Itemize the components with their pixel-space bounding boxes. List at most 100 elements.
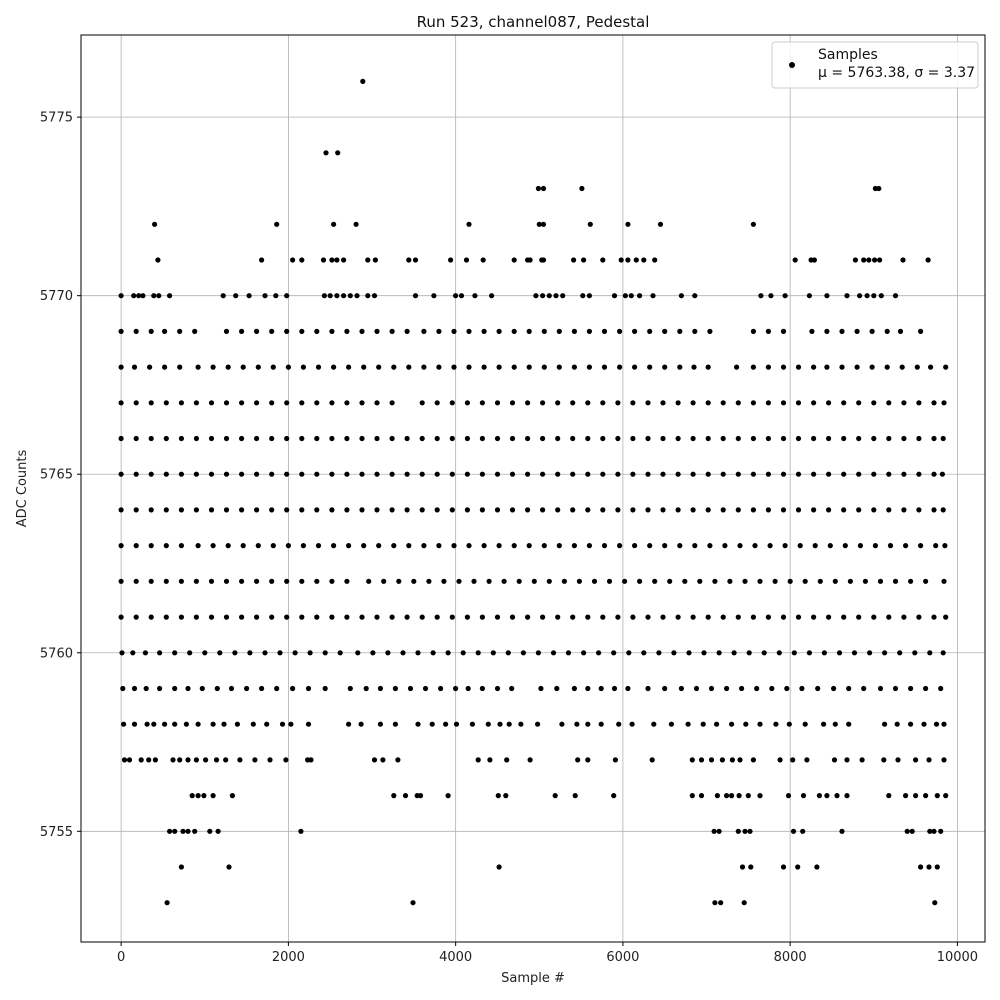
data-point — [630, 435, 636, 442]
data-point — [871, 400, 877, 406]
legend: Samples μ = 5763.38, σ = 3.37 — [771, 41, 979, 89]
data-point — [600, 471, 606, 477]
data-point — [449, 435, 455, 442]
data-point — [705, 471, 711, 477]
data-point — [223, 400, 230, 406]
data-point — [314, 435, 320, 442]
data-point — [180, 828, 186, 834]
data-point — [761, 650, 767, 656]
data-point — [886, 400, 892, 406]
data-point — [916, 507, 922, 513]
data-point — [797, 543, 803, 549]
data-point — [742, 578, 748, 584]
data-point — [419, 400, 425, 406]
data-point — [481, 328, 487, 334]
data-point — [814, 864, 820, 870]
data-point — [735, 435, 741, 442]
data-point — [782, 293, 788, 299]
data-point — [570, 435, 576, 442]
data-point — [630, 471, 636, 477]
data-point — [199, 685, 205, 692]
data-point — [802, 578, 808, 584]
data-point — [651, 721, 657, 727]
data-point — [419, 507, 425, 513]
data-point — [585, 435, 591, 442]
data-point — [617, 364, 623, 370]
data-point — [918, 328, 924, 334]
data-point — [187, 650, 193, 656]
data-point — [705, 400, 711, 406]
data-point — [254, 578, 260, 584]
data-point — [396, 578, 402, 584]
data-point — [692, 543, 698, 549]
data-point — [645, 435, 651, 442]
data-point — [163, 507, 169, 513]
data-point — [277, 650, 283, 656]
data-point — [933, 543, 939, 549]
data-point — [856, 471, 862, 477]
data-point — [527, 757, 533, 763]
data-point — [511, 257, 517, 263]
data-point — [178, 543, 184, 549]
data-point — [916, 471, 922, 477]
data-point — [208, 471, 215, 477]
data-point — [615, 400, 621, 406]
data-point — [881, 757, 887, 763]
data-point — [737, 757, 743, 763]
data-point — [329, 400, 335, 406]
data-point — [337, 650, 343, 656]
data-point — [344, 400, 350, 406]
data-point — [535, 185, 542, 192]
data-point — [628, 293, 634, 299]
data-point — [852, 257, 859, 263]
data-point — [916, 614, 922, 620]
data-point — [765, 471, 772, 477]
data-point — [193, 435, 199, 442]
data-point — [346, 543, 352, 549]
data-point — [152, 221, 158, 227]
data-point — [650, 293, 656, 299]
data-point — [239, 507, 245, 513]
data-point — [735, 614, 741, 620]
data-point — [434, 435, 440, 442]
data-point — [445, 793, 451, 799]
data-point — [611, 293, 618, 299]
data-point — [118, 364, 124, 370]
data-point — [254, 328, 260, 334]
data-point — [163, 614, 169, 620]
data-point — [308, 757, 314, 763]
data-point — [550, 650, 557, 656]
data-point — [903, 793, 909, 799]
data-point — [400, 650, 406, 656]
data-point — [652, 578, 658, 584]
data-point — [329, 471, 335, 477]
data-point — [307, 650, 313, 656]
data-point — [441, 578, 447, 584]
data-point — [201, 793, 207, 799]
data-point — [716, 650, 722, 656]
data-point — [389, 471, 395, 477]
data-point — [931, 435, 937, 442]
data-point — [314, 400, 320, 406]
data-point — [118, 614, 124, 620]
data-point — [392, 721, 398, 727]
data-point — [871, 507, 877, 513]
data-point — [376, 543, 382, 549]
data-point — [708, 757, 715, 763]
data-point — [630, 614, 636, 620]
data-point — [908, 721, 914, 727]
data-point — [685, 721, 691, 727]
data-point — [938, 828, 944, 834]
data-point — [856, 400, 862, 406]
data-point — [126, 757, 133, 763]
data-point — [240, 364, 246, 370]
data-point — [660, 614, 666, 620]
data-point — [118, 435, 124, 442]
data-point — [735, 400, 741, 406]
data-point — [285, 543, 291, 549]
data-point — [456, 578, 462, 584]
data-point — [690, 471, 696, 477]
data-point — [711, 828, 717, 834]
data-point — [750, 400, 757, 406]
data-point — [675, 507, 681, 513]
